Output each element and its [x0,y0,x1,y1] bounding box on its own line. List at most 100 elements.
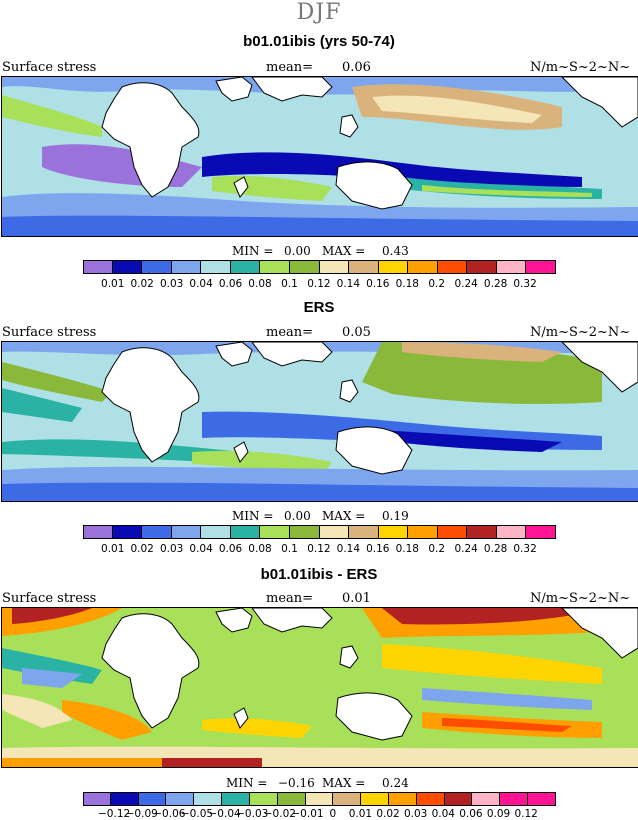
colorbar-swatch [528,792,556,806]
figure-supertitle: DJF [296,0,342,25]
colorbar-swatch [333,792,362,806]
colorbar-swatch [349,260,379,274]
colorbar-swatch [496,260,527,274]
colorbar-tick-label: 0.18 [395,278,419,290]
colorbar-tick-label: 0.03 [159,543,184,555]
panel-1-mean-value: 0.06 [342,60,371,75]
colorbar-swatch [378,260,409,274]
colorbar-tick-label: 0.08 [248,278,272,290]
panel-1-map [1,76,638,237]
colorbar-tick-label: 0.32 [513,543,537,555]
colorbar-tick-label: 0.12 [307,278,331,290]
colorbar-tick-label: 0.24 [454,278,478,290]
colorbar-tick-label: −0.02 [263,808,296,820]
panel-2-min-value: 0.00 [284,509,311,523]
panel-1-mean-label: mean= [266,60,314,75]
colorbar-tick-label: −0.05 [180,808,214,820]
panel-3-title: b01.01ibis - ERS [260,566,378,583]
colorbar-swatch [319,260,350,274]
colorbar-swatch [500,792,528,806]
colorbar-swatch [378,525,409,539]
panel-3-colorbar-ticks: −0.12 −0.09 −0.06 −0.05 −0.04 −0.03 −0.02 −0.01… [98,808,540,820]
colorbar-tick-label: 0.16 [366,543,390,555]
colorbar-swatch [110,792,139,806]
panel-1-min-label: MIN = [232,244,274,258]
colorbar-swatch [526,525,556,539]
colorbar-swatch [83,525,113,539]
panel-1-colorbar [83,260,556,274]
colorbar-tick-label: 0.28 [483,278,508,290]
colorbar-swatch [142,260,172,274]
colorbar-swatch [437,525,468,539]
colorbar-swatch [467,260,497,274]
colorbar-swatch [444,792,473,806]
colorbar-tick-label: 0.04 [189,278,213,290]
colorbar-tick-label: 0.01 [348,808,373,820]
colorbar-tick-label: 0.01 [101,543,125,555]
colorbar-tick-label: 0.03 [403,808,428,820]
colorbar-swatch [138,792,167,806]
colorbar-swatch [83,792,111,806]
panel-1-units: N/m~S~2~N~ [530,60,631,75]
panel-3-map-svg [2,608,638,767]
panel-3-map [1,607,638,768]
colorbar-tick-label: −0.12 [98,808,131,820]
colorbar-tick-label: 0.06 [218,278,243,290]
colorbar-swatch [194,792,223,806]
colorbar-swatch [83,260,113,274]
colorbar-swatch [416,792,445,806]
colorbar-tick-label: 0.32 [513,278,537,290]
colorbar-tick-label: 0.2 [428,543,446,555]
colorbar-swatch [171,260,202,274]
colorbar-swatch [171,525,202,539]
panel-2-units: N/m~S~2~N~ [530,325,631,340]
panel-3-colorbar [83,792,556,806]
colorbar-swatch [349,525,379,539]
colorbar-tick-label: 0.16 [366,278,390,290]
colorbar-tick-label: −0.01 [291,808,324,820]
panel-3-min-label: MIN = [226,776,268,790]
panel-2-colorbar [83,525,556,539]
colorbar-swatch [526,260,556,274]
colorbar-tick-label: 0.2 [428,278,446,290]
panel-1-title: b01.01ibis (yrs 50-74) [243,33,395,50]
colorbar-tick-label: −0.09 [125,808,158,820]
colorbar-tick-label: 0.28 [483,543,508,555]
colorbar-swatch [277,792,306,806]
panel-2-min-label: MIN = [232,509,274,523]
colorbar-tick-label: 0.06 [459,808,483,820]
colorbar-swatch [305,792,334,806]
colorbar-swatch [437,260,468,274]
panel-3-mean-label: mean= [266,591,314,606]
panel-2-mean-label: mean= [266,325,314,340]
colorbar-swatch [408,260,438,274]
colorbar-tick-label: −0.06 [153,808,186,820]
panel-3-variable-label: Surface stress [2,591,97,606]
colorbar-swatch [289,525,320,539]
colorbar-tick-label: 0.02 [130,278,154,290]
panel-3-units: N/m~S~2~N~ [530,591,631,606]
colorbar-swatch [260,260,290,274]
colorbar-tick-label: 0.02 [376,808,400,820]
colorbar-swatch [467,525,497,539]
panel-2-colorbar-ticks: 0.01 0.02 0.03 0.04 0.06 0.08 0.1 0.12 0.14 0.16 0… [98,543,540,555]
panel-3-max-value: 0.24 [382,776,409,790]
panel-2-variable-label: Surface stress [2,325,97,340]
colorbar-swatch [166,792,195,806]
panel-1-min-value: 0.00 [284,244,311,258]
colorbar-tick-label: 0.09 [486,808,511,820]
colorbar-swatch [319,525,350,539]
panel-2-map-svg [2,342,638,501]
colorbar-swatch [249,792,278,806]
colorbar-swatch [112,525,143,539]
colorbar-swatch [230,525,261,539]
colorbar-swatch [260,525,290,539]
panel-2-title: ERS [303,299,335,316]
colorbar-tick-label: 0.14 [336,278,361,290]
colorbar-tick-label: 0.1 [281,278,298,290]
colorbar-swatch [496,525,527,539]
colorbar-tick-label: 0.06 [218,543,243,555]
colorbar-tick-label: −0.03 [236,808,269,820]
colorbar-tick-label: 0.04 [189,543,213,555]
panel-1-max-label: MAX = [322,244,366,258]
